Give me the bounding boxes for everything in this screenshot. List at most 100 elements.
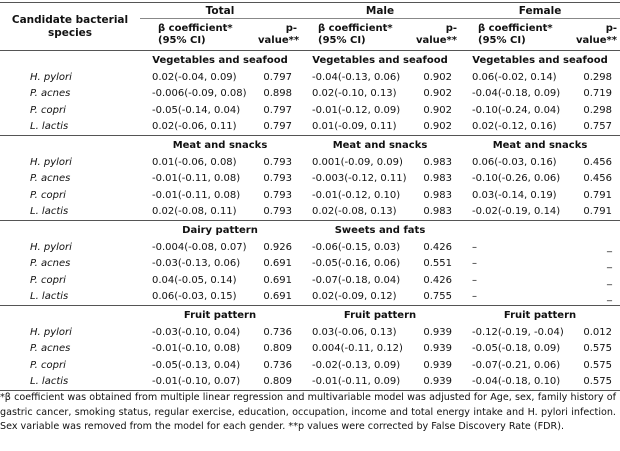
p-value-cell: 0.298 [583, 104, 613, 116]
p-value-cell: 0.456 [583, 156, 613, 168]
p-value-cell: 0.456 [583, 173, 613, 185]
p-value-cell: 0.902 [423, 104, 453, 116]
column-header: p-value** [570, 18, 620, 51]
p-value-cell: 0.012 [583, 326, 613, 338]
coefficient-cell: -0.003(-0.12, 0.11) [312, 173, 407, 185]
data-row: P. copri -0.05(-0.13, 0.04) 0.736 -0.02(-0.… [0, 357, 620, 374]
column-header: β coefficient* (95% CI) [460, 18, 571, 51]
p-value-cell: 0.691 [263, 291, 292, 303]
coefficient-cell: 0.02(-0.09, 0.12) [312, 291, 397, 303]
p-value-cell: 0.575 [570, 373, 620, 391]
coefficient-cell: -0.02(-0.13, 0.09) [312, 359, 401, 371]
coefficient-cell: -0.01(-0.12, 0.10) [312, 189, 401, 201]
coefficient-cell: -0.03(-0.13, 0.06) [152, 258, 241, 270]
p-value-cell: 0.551 [423, 258, 453, 270]
section-title: Vegetables and seafood [312, 54, 448, 66]
p-value-cell: 0.983 [423, 206, 453, 218]
p-value-cell: 0.426 [423, 241, 453, 253]
coefficient-cell: -0.006(-0.09, 0.08) [152, 88, 247, 100]
coefficient-cell: 0.06(-0.03, 0.15) [152, 291, 237, 303]
spacer-cell [0, 135, 140, 154]
p-value-cell: _ [607, 258, 613, 270]
coefficient-cell: 0.004(-0.11, 0.12) [312, 343, 403, 355]
p-value-cell: 0.793 [263, 156, 292, 168]
data-row: H. pylori 0.02(-0.04, 0.09) 0.797 -0.04(-0.… [0, 69, 620, 86]
coefficient-cell: -0.004(-0.08, 0.07) [152, 241, 247, 253]
data-row: P. copri 0.04(-0.05, 0.14) 0.691 -0.07(-0.1… [0, 272, 620, 289]
column-header: β coefficient* (95% CI) [300, 18, 412, 51]
coefficient-cell: -0.01(-0.12, 0.09) [312, 104, 401, 116]
group-header: Total [140, 2, 300, 19]
p-value-cell: 0.575 [583, 343, 613, 355]
species-cell: P. acnes [30, 343, 71, 355]
section-title: Meat and snacks [460, 135, 620, 154]
p-value-cell: 0.983 [423, 173, 453, 185]
coefficient-cell: -0.07(-0.21, 0.06) [472, 359, 561, 371]
coefficient-cell: -0.01(-0.10, 0.07) [140, 373, 255, 391]
section-title: Dairy pattern [140, 220, 300, 239]
coefficient-cell: 0.03(-0.06, 0.13) [312, 326, 397, 338]
coefficient-cell: -0.06(-0.15, 0.03) [312, 241, 401, 253]
coefficient-cell: – [472, 291, 478, 303]
data-row: H. pylori -0.03(-0.10, 0.04) 0.736 0.03(-0.… [0, 324, 620, 341]
p-value-cell: 0.809 [263, 343, 292, 355]
coefficient-cell: – [472, 274, 478, 286]
coefficient-cell: 0.02(-0.12, 0.16) [472, 121, 557, 133]
p-value-cell: 0.983 [423, 156, 453, 168]
species-cell: P. copri [30, 274, 66, 286]
coefficient-cell: 0.01(-0.06, 0.08) [152, 156, 237, 168]
section-title: Fruit pattern [140, 305, 300, 324]
p-value-cell: 0.939 [412, 373, 461, 391]
section-title-row: Fruit pattern Fruit pattern Fruit pattern [0, 305, 620, 324]
species-cell: P. copri [30, 189, 66, 201]
species-cell: L. lactis [30, 121, 69, 133]
coefficient-cell: 0.02(-0.10, 0.13) [312, 88, 397, 100]
coefficient-cell: -0.10(-0.24, 0.04) [472, 104, 561, 116]
coefficient-cell: 0.06(-0.02, 0.14) [472, 71, 557, 83]
section-title: Sweets and fats [300, 220, 461, 239]
p-value-cell: 0.791 [583, 206, 613, 218]
species-cell: H. pylori [30, 71, 72, 83]
species-cell: P. acnes [30, 258, 71, 270]
p-value-cell: 0.902 [423, 88, 453, 100]
section-title: Fruit pattern [300, 305, 461, 324]
coefficient-cell: 0.06(-0.03, 0.16) [472, 156, 557, 168]
coefficient-cell: -0.01(-0.10, 0.08) [152, 343, 241, 355]
coefficient-cell: -0.05(-0.13, 0.04) [152, 359, 241, 371]
coefficient-cell: – [472, 258, 478, 270]
coefficient-cell: -0.02(-0.19, 0.14) [472, 206, 561, 218]
p-value-cell: 0.757 [583, 121, 613, 133]
coefficient-cell: – [472, 241, 478, 253]
p-value-cell: 0.797 [263, 71, 292, 83]
coefficient-cell: -0.01(-0.11, 0.08) [152, 189, 241, 201]
species-cell: H. pylori [30, 156, 72, 168]
p-value-cell: 0.797 [263, 121, 292, 133]
coefficient-cell: -0.07(-0.18, 0.04) [312, 274, 401, 286]
coefficient-cell: 0.04(-0.05, 0.14) [152, 274, 237, 286]
p-value-cell: 0.691 [263, 274, 292, 286]
spacer-cell [0, 220, 140, 239]
species-cell: P. copri [30, 359, 66, 371]
coefficient-cell: -0.05(-0.14, 0.04) [152, 104, 241, 116]
data-row: P. acnes -0.01(-0.11, 0.08) 0.793 -0.003(-0… [0, 171, 620, 188]
coefficient-cell: 0.02(-0.06, 0.11) [152, 121, 237, 133]
section-title [460, 220, 620, 239]
data-row: P. acnes -0.006(-0.09, 0.08) 0.898 0.02(-0.… [0, 86, 620, 103]
p-value-cell: 0.939 [423, 343, 453, 355]
data-row: P. acnes -0.03(-0.13, 0.06) 0.691 -0.05(-0.… [0, 256, 620, 273]
section-title: Vegetables and seafood [472, 54, 608, 66]
p-value-cell: 0.791 [583, 189, 613, 201]
data-row: L. lactis 0.02(-0.06, 0.11) 0.797 0.01(-0.0… [0, 119, 620, 136]
coefficient-cell: 0.03(-0.14, 0.19) [472, 189, 557, 201]
coefficient-cell: 0.02(-0.08, 0.11) [152, 206, 237, 218]
section-title-row: Vegetables and seafood Vegetables and sea… [0, 51, 620, 70]
species-cell: L. lactis [0, 373, 140, 391]
data-row: P. acnes -0.01(-0.10, 0.08) 0.809 0.004(-0.… [0, 341, 620, 358]
coefficient-cell: 0.001(-0.09, 0.09) [312, 156, 403, 168]
p-value-cell: 0.736 [263, 359, 292, 371]
p-value-cell: 0.426 [423, 274, 453, 286]
group-header: Male [300, 2, 461, 19]
p-value-cell: 0.719 [583, 88, 613, 100]
species-cell: P. copri [30, 104, 66, 116]
